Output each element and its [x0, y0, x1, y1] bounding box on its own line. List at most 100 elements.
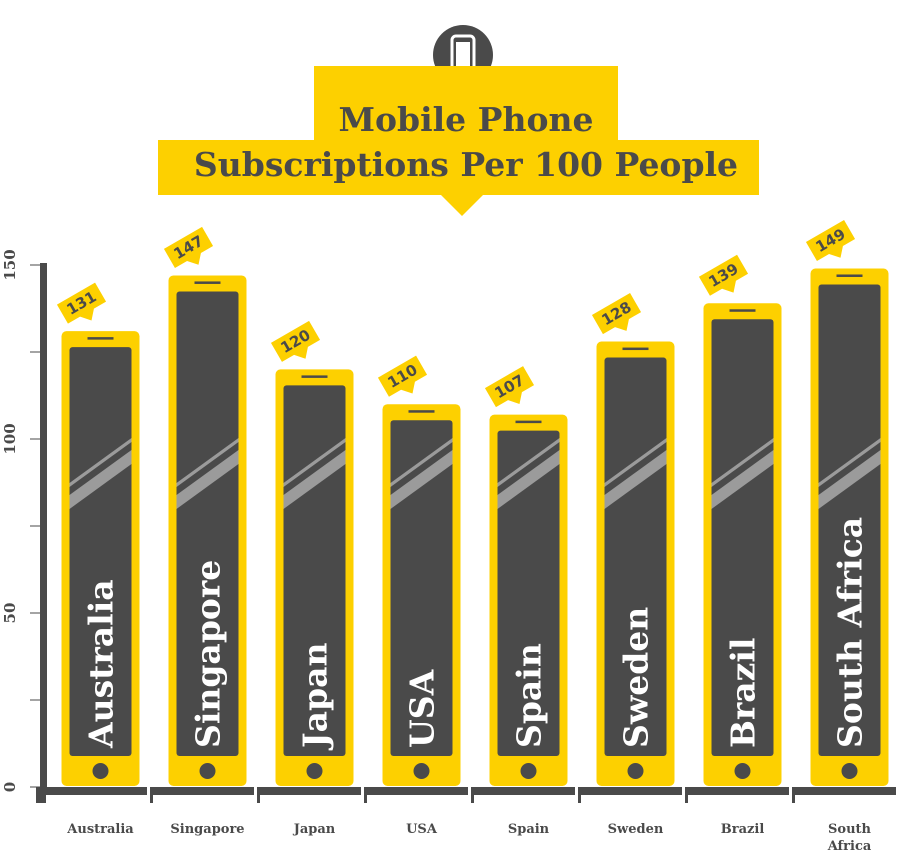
bar-screen [176, 291, 239, 756]
baseline-segment [792, 787, 896, 795]
bar-home-button [734, 763, 751, 779]
bar-home-button [413, 763, 430, 779]
x-tick-label: Japan [293, 822, 336, 837]
bar: Brazil 139 [698, 254, 782, 786]
bar-glare [283, 450, 346, 509]
value-badge-shape [377, 355, 428, 397]
x-tick-label: Brazil [721, 822, 765, 837]
y-tick-label: 100 [1, 423, 19, 454]
baseline-tick [43, 795, 46, 803]
value-badge-shape [56, 282, 107, 324]
bar-name-label: Sweden [617, 607, 656, 748]
bar-glare [497, 450, 560, 509]
y-tick-label: 150 [1, 249, 19, 280]
bar-glare [283, 438, 346, 487]
bar-earpiece [515, 420, 542, 424]
bar-glare [176, 438, 239, 487]
value-badge-shape [163, 226, 214, 268]
bar-earpiece [622, 347, 649, 351]
value-badge: 131 [56, 282, 107, 324]
bar-glare [497, 438, 560, 487]
bar-glare [69, 438, 132, 487]
bar-name-label: USA [403, 669, 442, 748]
x-tick-label: Australia [66, 822, 134, 837]
baseline-tick [685, 795, 688, 803]
bar-glare [711, 438, 774, 487]
bars: Australia 131 Singapore 147 Japan 120 USA 110 Sp… [56, 219, 889, 787]
bar-screen [818, 284, 881, 756]
bar-screen [497, 430, 560, 756]
value-badge: 139 [698, 254, 749, 296]
bar-earpiece [408, 410, 435, 413]
x-tick-label: Sweden [608, 822, 664, 837]
bar-screen [390, 420, 453, 756]
bar-name-label: South Africa [831, 517, 870, 748]
bar-glare [818, 438, 881, 487]
value-badge-shape [591, 293, 642, 335]
bar-glare [69, 450, 132, 509]
x-tick-label: South Africa [827, 822, 872, 854]
bar-screen [283, 385, 346, 756]
baseline-tick [792, 795, 795, 803]
value-badge: 149 [805, 219, 856, 262]
bar-name-label: Singapore [189, 560, 228, 748]
bar-home-button [306, 763, 323, 779]
baseline-tick [364, 795, 367, 803]
bar: South Africa 149 [805, 219, 889, 787]
baseline-segment [150, 787, 254, 795]
value-badge: 107 [484, 366, 535, 408]
baseline-segment [578, 787, 682, 795]
bar: Singapore 147 [163, 226, 247, 786]
title-banner: Mobile Phone Subscriptions Per 100 Peopl… [158, 66, 759, 216]
bar-screen [711, 319, 774, 756]
chart-title-line-2: Subscriptions Per 100 People [194, 145, 738, 184]
value-badge-shape [484, 366, 535, 408]
bar-earpiece [194, 281, 221, 284]
value-badge-shape [698, 254, 749, 296]
baseline-tick [150, 795, 153, 803]
bar-earpiece [87, 337, 114, 340]
bar: USA 110 [377, 355, 461, 786]
bar-earpiece [301, 375, 328, 378]
bar-glare [604, 450, 667, 509]
category-labels: Australia Singapore Japan USA Spain Sweden Bra… [66, 822, 872, 854]
chart-title-line-1: Mobile Phone [339, 100, 594, 139]
bar-earpiece [729, 309, 756, 312]
axes [40, 263, 47, 789]
baseline-segment [257, 787, 361, 795]
y-tick-label: 0 [1, 782, 19, 792]
baseline-tick [578, 795, 581, 803]
bar: Japan 120 [270, 320, 354, 786]
bar-glare [604, 438, 667, 487]
bar-glare [818, 450, 881, 509]
x-tick-label: USA [406, 822, 438, 837]
value-badge-shape [805, 219, 856, 262]
x-tick-label: Singapore [170, 822, 244, 837]
y-axis-line [40, 263, 47, 789]
bar-name-label: Japan [296, 643, 335, 751]
baseline-corner [36, 787, 44, 803]
y-ticks: 0 50 100 150 [1, 249, 40, 792]
baseline-segment [43, 787, 147, 795]
bar-screen [604, 357, 667, 756]
bar-glare [711, 450, 774, 509]
baseline-segment [364, 787, 468, 795]
bar-name-label: Brazil [724, 638, 763, 748]
bar-home-button [92, 763, 109, 779]
y-tick-label: 50 [1, 603, 19, 624]
bar-name-label: Spain [510, 643, 549, 748]
bar-home-button [841, 763, 858, 779]
value-badge-shape [270, 320, 321, 362]
x-tick-label-line: Africa [827, 839, 872, 854]
baseline-tick [471, 795, 474, 803]
bar-home-button [199, 763, 216, 779]
bar-earpiece [836, 274, 863, 277]
bar-name-label: Australia [82, 579, 121, 749]
bar: Australia 131 [56, 282, 140, 786]
value-badge: 128 [591, 293, 642, 335]
bar-home-button [627, 763, 644, 779]
bar-home-button [520, 763, 537, 779]
baseline-tick [257, 795, 260, 803]
